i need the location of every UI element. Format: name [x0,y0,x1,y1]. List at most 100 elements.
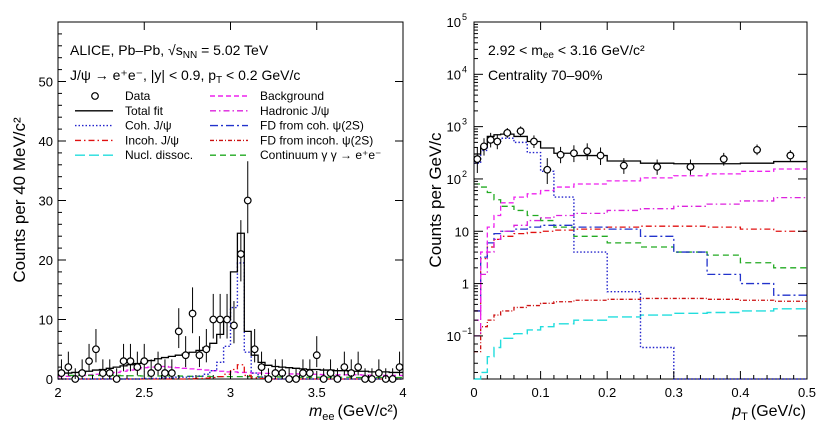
right-data-point [619,161,628,170]
left-data-point [147,369,156,377]
left-data-point [299,369,307,377]
right-frame [473,21,808,380]
right-data-point [503,128,512,137]
left-ytick-label: 30 [39,194,53,209]
right-data-point [556,150,565,159]
left-data-point [181,351,190,360]
right-data-point [530,137,538,146]
right-curve-hadronic [474,196,807,337]
right-data-point [596,151,605,160]
legend-label: Total fit [125,104,164,118]
left-ylabel: Counts per 40 MeV/c² [10,117,29,283]
right-data-point [493,137,502,146]
legend-entry: Hadronic J/ψ [210,104,329,118]
left-data-point [264,375,273,383]
left-ytick-label: 20 [39,253,53,268]
right-data-point [570,149,578,158]
right-ytick-label: 1 [462,277,469,292]
legend-label: Incoh. J/ψ [125,133,179,147]
legend-marker-data [91,92,99,100]
legend-entry: Total fit [75,104,164,118]
left-data-point [78,369,87,377]
right-data-point [543,165,552,174]
left-data-point [154,363,162,372]
right-xtick-label: 0.4 [731,385,749,400]
left-data-point [243,196,252,205]
left-data-point [236,250,245,258]
left-data-point [292,375,300,383]
right-ytick-exponent: 5 [462,12,467,22]
right-data-point [719,155,728,163]
left-data-point [161,369,169,377]
left-data-point [333,375,342,383]
left-annotation-1: ALICE, Pb–Pb, √sNN = 5.02 TeV [70,42,269,61]
legend-label: Coh. J/ψ [125,119,172,133]
legend-entry: Nucl. dissoc. [75,148,193,162]
right-curve-total-fit [474,133,807,165]
legend-entry: Data [91,89,151,103]
left-data-point [202,345,211,354]
left-curve-continuum [58,374,403,379]
left-data-point [167,369,176,377]
right-xtick-label: 0 [470,385,477,400]
left-data-point [368,375,376,383]
right-ytick-label: 10 [447,67,461,82]
right-data-point [686,162,695,171]
right-curve-continuum [474,183,807,269]
right-data-point [786,151,795,160]
right-ytick-exponent: −1 [462,326,472,336]
left-panel: 2 2.5 3 3.5 4 0 10 20 30 40 50 ALICE, Pb–Pb, √sNN… [10,21,407,423]
left-ytick-label: 10 [39,313,53,328]
left-xtick-label: 2 [54,385,61,400]
left-data-point [230,321,238,330]
left-data-point [195,351,204,360]
left-data-point [140,357,149,366]
legend-entry: FD from incoh. ψ(2S) [210,133,373,147]
right-xtick-label: 0.2 [598,385,616,400]
left-data-point [374,369,383,377]
right-data-point [516,127,525,136]
left-data-point [388,375,397,383]
right-ytick-label: 10 [447,120,461,135]
left-data-point [250,345,259,354]
right-ytick-exponent: 4 [462,64,467,74]
left-data-point [119,357,128,366]
left-xlabel: mee (GeV/c²) [309,403,398,423]
right-xtick-label: 0.3 [665,385,683,400]
left-xtick-label: 2.5 [135,385,153,400]
legend-label: Hadronic J/ψ [260,104,329,118]
right-ylabel: Counts per GeV/c [426,132,445,268]
right-annotation-2: Centrality 70–90% [488,67,602,83]
left-data-point [312,351,321,360]
right-curve-nucl-dissoc [474,308,807,380]
left-xtick-label: 4 [399,385,406,400]
left-data-point [98,369,107,377]
right-xtick-label: 0.5 [798,385,816,400]
right-data-point [653,162,662,171]
left-data-point [174,327,183,336]
legend-label: Data [125,89,151,103]
left-data-point [361,375,369,383]
left-xtick-label: 3.5 [308,385,326,400]
right-ytick-label: 10 [455,224,469,239]
left-data-point [64,363,73,372]
left-data-point [126,357,135,366]
left-data-point [326,369,335,377]
left-annotation-2: J/ψ → e⁺e⁻, |y| < 0.9, pT < 0.2 GeV/c [70,67,300,86]
right-data-point [486,135,495,144]
left-data-point [92,345,100,354]
right-data-point [480,142,488,151]
legend-label: FD from coh. ψ(2S) [260,119,364,133]
legend-entry: FD from coh. ψ(2S) [210,119,364,133]
legend-entry: Incoh. J/ψ [75,133,179,147]
right-annotation-1: 2.92 < mee < 3.16 GeV/c² [488,42,645,61]
left-xtick-label: 3 [227,385,234,400]
left-data-point [133,363,142,372]
left-ytick-label: 40 [39,134,53,149]
left-data-point [57,369,66,377]
left-ytick-label: 50 [39,75,53,90]
left-curve-total-fit [58,232,403,374]
left-data-point [188,309,197,318]
